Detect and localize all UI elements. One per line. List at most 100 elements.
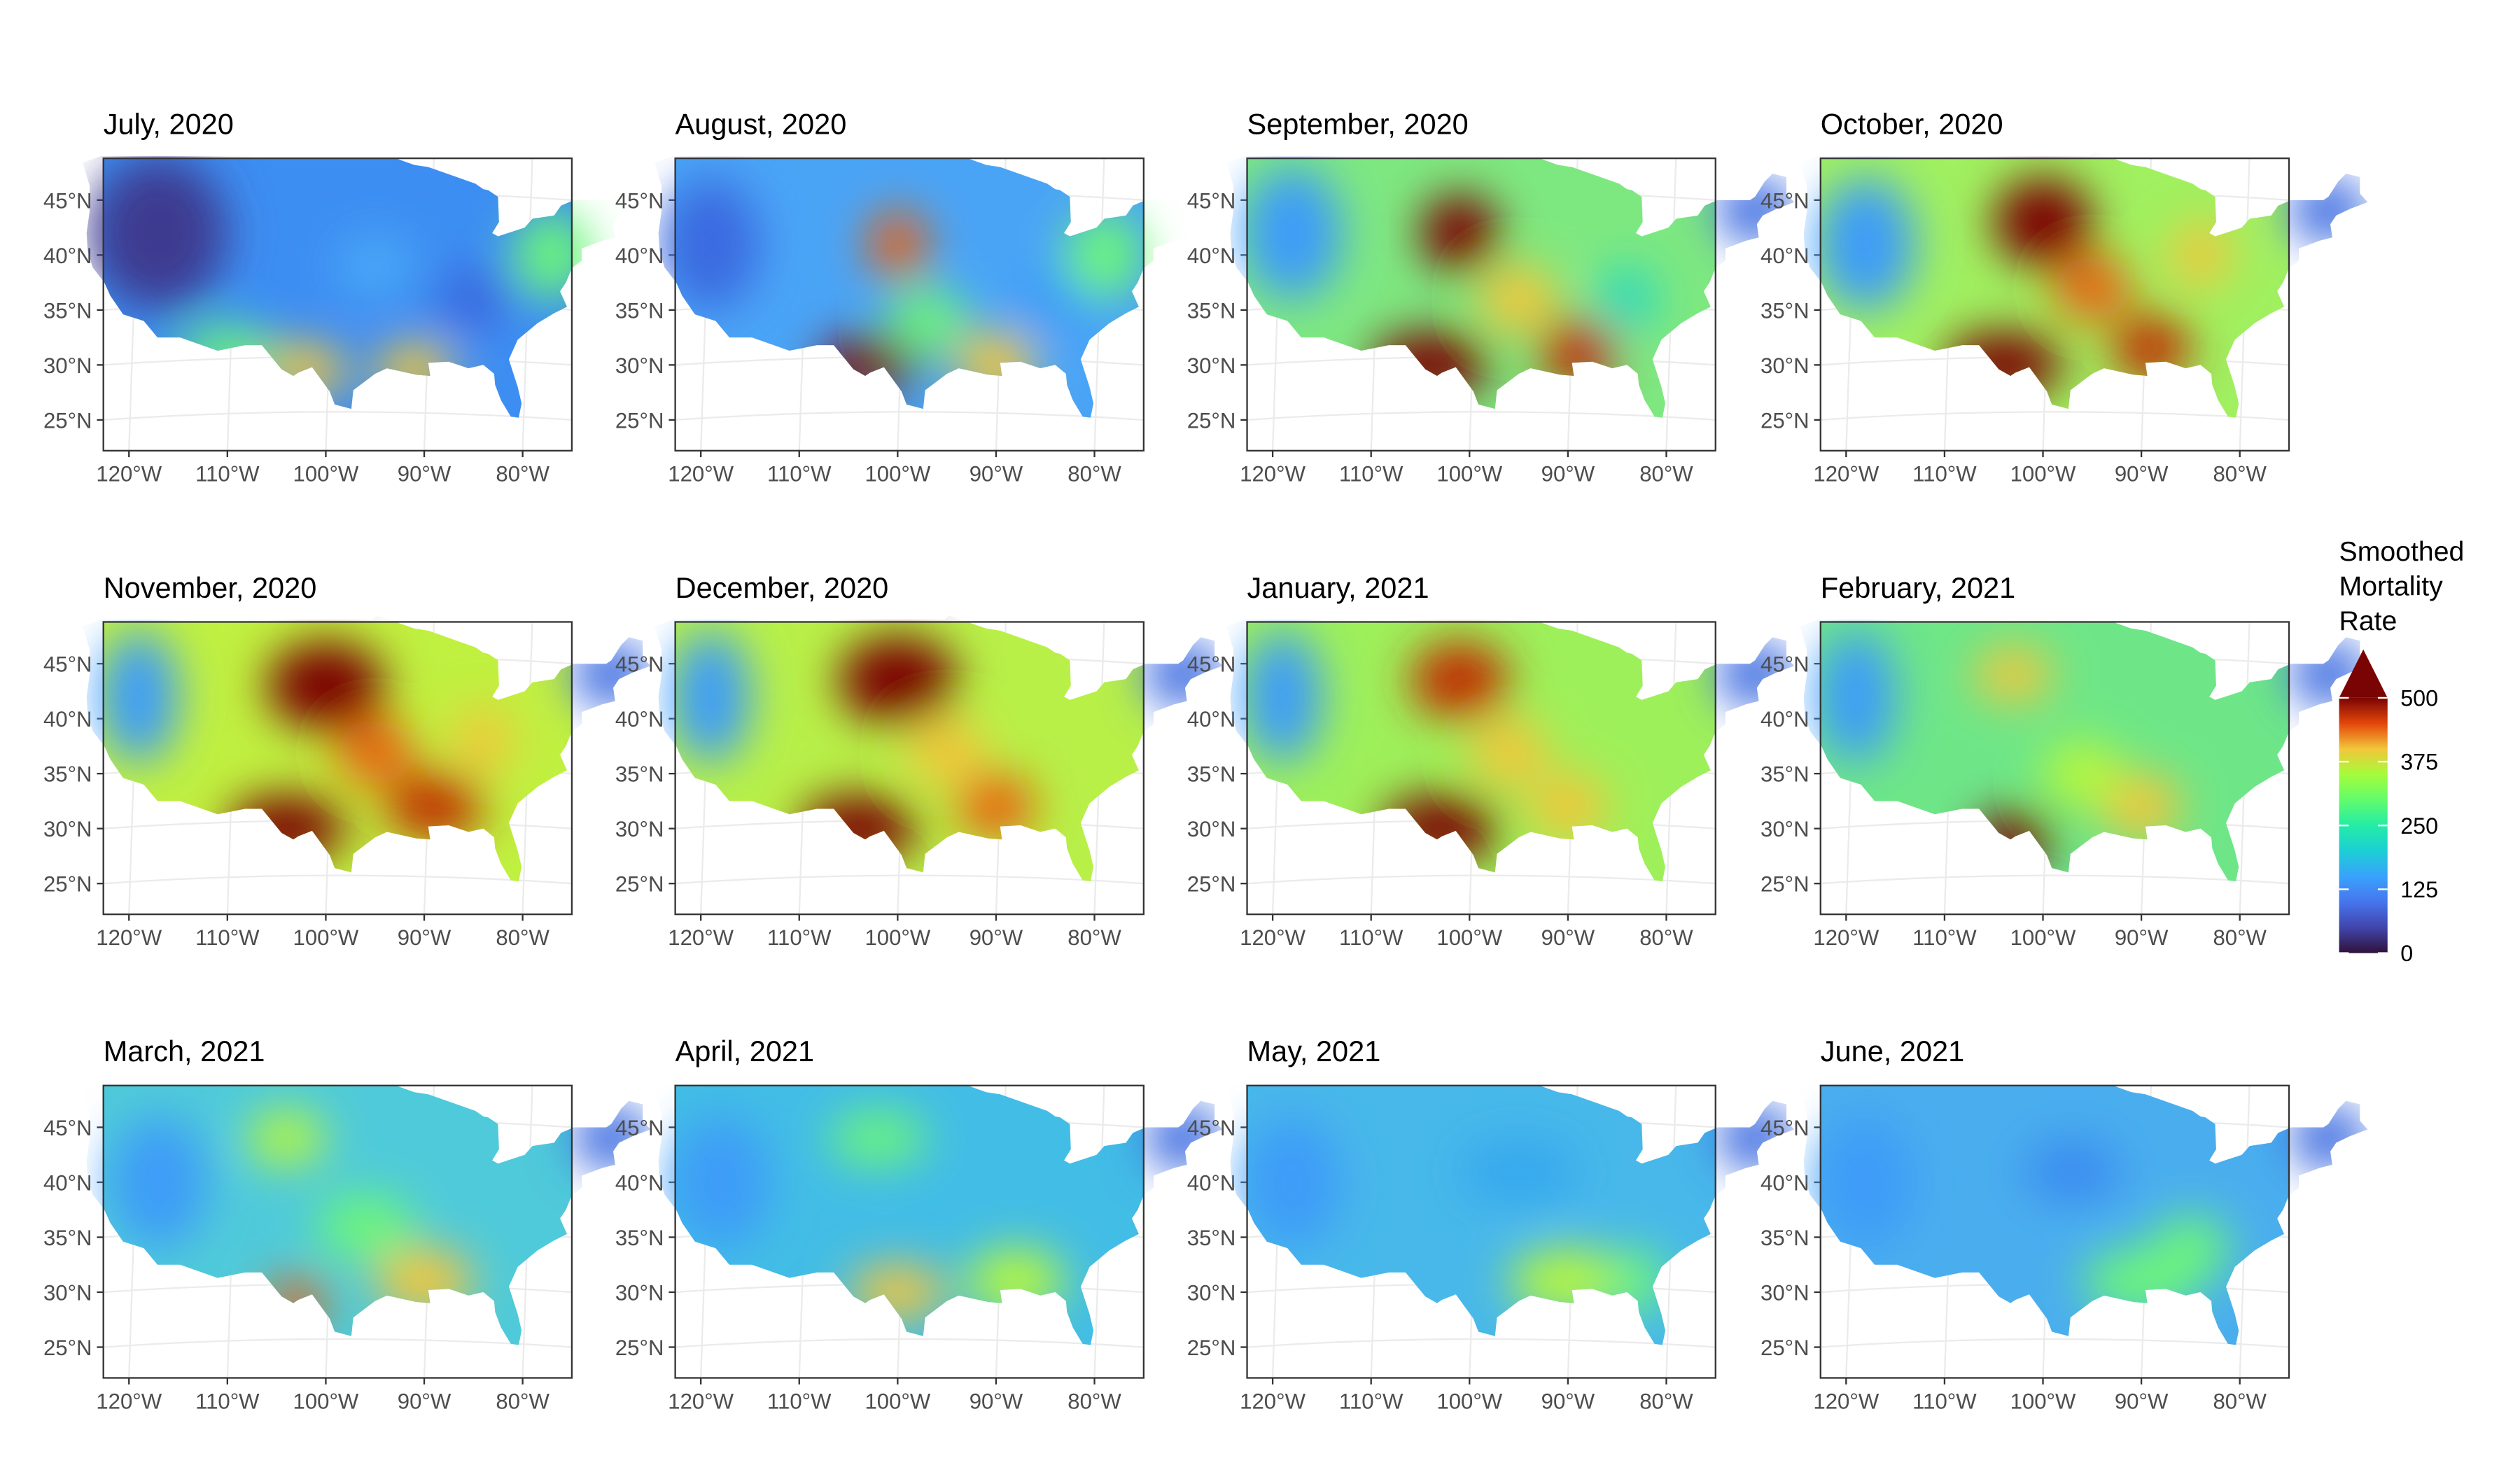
panel-border bbox=[674, 157, 1144, 451]
map-panel: May, 2021 120°W 110°W 100°W 90°W 80°W 25°N 30°N… bbox=[1187, 1035, 1795, 1413]
surface-blob bbox=[1479, 266, 1558, 332]
panel-title: June, 2021 bbox=[1821, 1035, 1964, 1068]
grid-line bbox=[1247, 1338, 1716, 1348]
y-tick-label: 45°N bbox=[1187, 188, 1236, 213]
panel-border bbox=[102, 621, 573, 916]
x-tick-label: 90°W bbox=[969, 925, 1023, 950]
panel-border bbox=[1246, 621, 1716, 916]
x-tick-label: 120°W bbox=[1813, 462, 1879, 486]
x-tick-label: 80°W bbox=[2213, 925, 2267, 950]
y-tick-label: 30°N bbox=[1760, 354, 1809, 378]
x-tick-label: 80°W bbox=[2213, 1389, 2267, 1413]
y-tick-label: 35°N bbox=[615, 762, 664, 787]
panel-title: October, 2020 bbox=[1821, 108, 2003, 141]
panel-border bbox=[102, 157, 573, 451]
map-panel: August, 2020 120°W 110°W 100°W 90°W 80°W 25°N 3… bbox=[615, 108, 1144, 486]
grid-line bbox=[103, 411, 573, 421]
surface-blob bbox=[384, 774, 484, 840]
x-tick-label: 110°W bbox=[195, 925, 260, 950]
x-tick-label: 90°W bbox=[398, 462, 451, 486]
surface-blob bbox=[1994, 178, 2092, 267]
map-panel: November, 2020 120°W 110°W 100°W 90°W 80°W 25°… bbox=[43, 571, 651, 950]
y-tick-label: 35°N bbox=[1760, 298, 1809, 323]
panel-title: September, 2020 bbox=[1247, 108, 1469, 141]
surface-blob bbox=[454, 707, 513, 774]
surface-blob bbox=[1597, 266, 1657, 332]
y-tick-label: 45°N bbox=[1187, 1116, 1236, 1140]
surface-blob bbox=[1410, 641, 1509, 719]
surface-blob bbox=[671, 1116, 770, 1249]
y-tick-label: 40°N bbox=[1187, 244, 1236, 268]
x-tick-label: 110°W bbox=[1339, 1389, 1404, 1413]
y-tick-label: 30°N bbox=[1187, 1281, 1236, 1306]
legend-tick-label: 125 bbox=[2400, 877, 2438, 902]
y-tick-label: 40°N bbox=[1760, 707, 1809, 732]
y-tick-label: 35°N bbox=[615, 1226, 664, 1250]
y-tick-label: 35°N bbox=[1760, 1226, 1809, 1250]
panel-title: April, 2021 bbox=[676, 1035, 814, 1068]
map-panel: March, 2021 120°W 110°W 100°W 90°W 80°W 25°N 30… bbox=[43, 1035, 651, 1413]
surface-blob bbox=[1528, 774, 1608, 840]
y-tick-label: 30°N bbox=[43, 1281, 92, 1306]
x-tick-label: 80°W bbox=[1639, 925, 1693, 950]
y-tick-label: 35°N bbox=[1760, 762, 1809, 787]
y-tick-label: 25°N bbox=[43, 1336, 92, 1360]
x-tick-label: 100°W bbox=[864, 462, 930, 486]
legend-tick-label: 375 bbox=[2400, 750, 2438, 775]
surface-blob bbox=[1242, 1116, 1342, 1249]
grid-line bbox=[675, 1338, 1144, 1348]
x-tick-label: 110°W bbox=[767, 462, 832, 486]
x-tick-label: 100°W bbox=[2010, 462, 2076, 486]
legend-tick-label: 250 bbox=[2400, 813, 2438, 839]
y-tick-label: 40°N bbox=[43, 244, 92, 268]
y-tick-label: 45°N bbox=[1760, 1116, 1809, 1140]
x-tick-label: 90°W bbox=[398, 1389, 451, 1413]
y-tick-label: 30°N bbox=[615, 1281, 664, 1306]
surface-blob bbox=[907, 718, 986, 785]
x-tick-label: 80°W bbox=[1639, 1389, 1693, 1413]
x-tick-label: 120°W bbox=[96, 925, 162, 950]
legend-title: Mortality bbox=[2339, 570, 2444, 601]
x-tick-label: 120°W bbox=[668, 1389, 734, 1413]
x-tick-label: 80°W bbox=[496, 462, 550, 486]
grid-line bbox=[1247, 411, 1716, 421]
y-tick-label: 40°N bbox=[1760, 1170, 1809, 1195]
x-tick-label: 100°W bbox=[293, 462, 359, 486]
surface-blob bbox=[1242, 167, 1342, 300]
y-tick-label: 35°N bbox=[43, 762, 92, 787]
panel-title: March, 2021 bbox=[104, 1035, 265, 1068]
x-tick-label: 110°W bbox=[1912, 462, 1977, 486]
surface-blob bbox=[1420, 194, 1499, 272]
y-tick-label: 30°N bbox=[1187, 354, 1236, 378]
surface-blob bbox=[1816, 631, 1896, 763]
x-tick-label: 120°W bbox=[1240, 1389, 1306, 1413]
y-tick-label: 45°N bbox=[43, 188, 92, 213]
surface-blob bbox=[2043, 741, 2122, 807]
y-tick-label: 30°N bbox=[1760, 817, 1809, 841]
x-tick-label: 110°W bbox=[1912, 925, 1977, 950]
surface-blob bbox=[90, 156, 227, 310]
surface-blob bbox=[335, 232, 414, 300]
x-tick-label: 90°W bbox=[398, 925, 451, 950]
x-tick-label: 110°W bbox=[1339, 925, 1404, 950]
x-tick-label: 90°W bbox=[1541, 925, 1595, 950]
panel-title: January, 2021 bbox=[1247, 571, 1429, 604]
legend-tick-label: 0 bbox=[2400, 941, 2413, 966]
map-panel: June, 2021 120°W 110°W 100°W 90°W 80°W 25°N 30°… bbox=[1760, 1035, 2368, 1413]
x-tick-label: 90°W bbox=[2115, 462, 2169, 486]
surface-blob bbox=[109, 1116, 208, 1249]
y-tick-label: 30°N bbox=[43, 354, 92, 378]
y-tick-label: 25°N bbox=[1187, 408, 1236, 433]
y-tick-label: 40°N bbox=[1760, 244, 1809, 268]
surface-blob bbox=[888, 288, 967, 354]
x-tick-label: 110°W bbox=[195, 462, 260, 486]
surface-blob bbox=[1816, 178, 1915, 310]
y-tick-label: 25°N bbox=[1187, 1336, 1236, 1360]
y-tick-label: 30°N bbox=[615, 817, 664, 841]
map-panel: February, 2021 120°W 110°W 100°W 90°W 80°W 25°… bbox=[1760, 571, 2368, 950]
y-tick-label: 45°N bbox=[1187, 652, 1236, 677]
x-tick-label: 80°W bbox=[496, 925, 550, 950]
